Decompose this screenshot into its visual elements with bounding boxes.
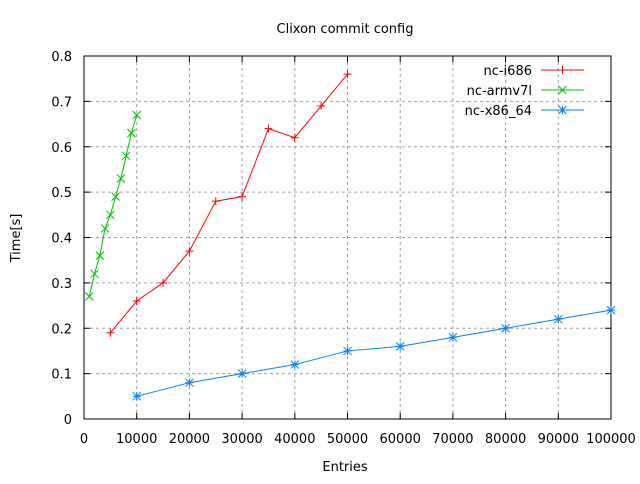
data-point-marker (105, 210, 115, 220)
data-point-marker (185, 378, 194, 388)
marker-stroke (116, 174, 126, 183)
x-tick-label: 80000 (485, 432, 526, 447)
x-tick-label: 0 (80, 432, 88, 447)
series-nc-i686 (106, 70, 352, 337)
marker-stroke (237, 369, 247, 378)
data-point-marker (343, 346, 352, 356)
data-point-marker (237, 369, 247, 378)
x-tick-label: 50000 (327, 432, 368, 447)
legend-label: nc-i686 (483, 64, 532, 79)
x-tick-label: 20000 (169, 432, 210, 447)
y-tick-label: 0.8 (51, 50, 72, 65)
data-point-marker (290, 360, 300, 369)
data-point-marker (343, 70, 352, 79)
marker-stroke (343, 346, 352, 356)
legend-label: nc-armv7l (467, 84, 532, 99)
marker-stroke (100, 224, 110, 233)
marker-stroke (105, 210, 115, 220)
y-tick-label: 0.4 (51, 232, 72, 247)
data-point-marker (238, 192, 247, 201)
data-point-marker (606, 305, 616, 315)
data-point-marker (132, 391, 142, 401)
data-point-marker (90, 269, 99, 279)
data-point-marker (290, 133, 299, 142)
data-point-marker (116, 174, 126, 183)
x-tick-label: 40000 (274, 432, 315, 447)
data-point-marker (211, 197, 220, 206)
marker-stroke (121, 151, 131, 161)
series-line (88, 114, 138, 297)
marker-stroke (84, 292, 94, 301)
series-line (136, 309, 612, 397)
legend: nc-i686 nc-armv7l nc-x86_64 (465, 64, 584, 119)
data-point-marker (558, 66, 567, 74)
data-point-marker (264, 124, 273, 133)
data-point-marker (111, 192, 120, 202)
data-point-marker (121, 151, 131, 161)
data-point-marker (84, 292, 94, 301)
marker-stroke (127, 128, 136, 138)
chart-title: Clixon commit config (277, 22, 414, 37)
y-tick-label: 0.2 (51, 322, 72, 337)
y-tick-label: 0.6 (51, 141, 72, 156)
series-line (109, 73, 348, 334)
data-point-marker (132, 297, 141, 306)
y-tick-label: 0.5 (51, 186, 72, 201)
data-point-marker (106, 328, 115, 337)
x-tick-label: 30000 (221, 432, 262, 447)
marker-stroke (448, 332, 458, 342)
y-tick-label: 0.3 (51, 277, 72, 292)
marker-stroke (132, 110, 142, 120)
x-tick-label: 60000 (380, 432, 421, 447)
marker-stroke (132, 391, 142, 401)
grid (84, 56, 611, 419)
x-tick-label: 70000 (432, 432, 473, 447)
data-point-marker (185, 247, 194, 256)
data-point-marker (501, 323, 510, 333)
marker-stroke (111, 192, 120, 202)
legend-label: nc-x86_64 (465, 104, 532, 119)
marker-stroke (553, 314, 563, 324)
data-point-marker (100, 224, 110, 233)
series-nc-x86_64 (132, 305, 616, 401)
x-tick-label: 10000 (116, 432, 157, 447)
plot-border (83, 55, 612, 420)
marker-stroke (185, 378, 194, 388)
marker-stroke (395, 342, 405, 351)
y-tick-label: 0.7 (51, 95, 72, 110)
series-group (84, 70, 616, 401)
ticks: 0 10000 20000 30000 40000 50000 60000 70000 8000… (51, 50, 636, 447)
series-nc-armv7l (84, 110, 142, 301)
data-point-marker (132, 110, 142, 120)
data-point-marker (448, 332, 458, 342)
y-axis-label: Time[s] (9, 214, 24, 264)
x-tick-label: 100000 (586, 432, 636, 447)
marker-stroke (290, 360, 300, 369)
marker-stroke (558, 105, 567, 115)
data-point-marker (558, 85, 567, 95)
x-tick-label: 90000 (538, 432, 579, 447)
y-tick-label: 0.1 (51, 368, 72, 383)
data-point-marker (553, 314, 563, 324)
data-point-marker (558, 105, 567, 115)
marker-stroke (558, 85, 567, 95)
marker-stroke (90, 269, 99, 279)
data-point-marker (317, 101, 326, 110)
marker-stroke (501, 323, 510, 333)
data-point-marker (159, 278, 168, 287)
data-point-marker (395, 342, 405, 351)
data-point-marker (127, 128, 136, 138)
y-tick-label: 0 (64, 413, 72, 428)
data-point-marker (95, 251, 105, 261)
marker-stroke (95, 251, 105, 261)
x-axis-label: Entries (322, 460, 368, 475)
marker-stroke (606, 305, 616, 315)
